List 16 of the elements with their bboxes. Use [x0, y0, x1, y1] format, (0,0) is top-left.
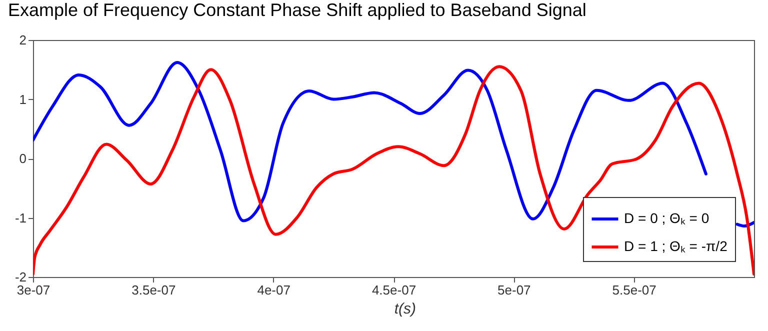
- x-axis-title: t(s): [394, 300, 416, 318]
- x-tick-label: 4e-07: [257, 282, 290, 298]
- legend-label: D = 1 ; Θₖ = -π/2: [624, 238, 728, 254]
- x-tick-label: 5e-07: [498, 282, 531, 298]
- x-tick-label: 4.5e-07: [372, 282, 416, 298]
- y-tick-label: -2: [14, 270, 26, 284]
- y-tick-label: -1: [14, 210, 26, 226]
- y-tick-label: 1: [19, 92, 26, 107]
- y-tick-label: 0: [19, 151, 26, 166]
- chart-title: Example of Frequency Constant Phase Shift applied to Baseband Signal: [8, 0, 586, 20]
- y-tick-label: 2: [19, 32, 26, 48]
- legend-label: D = 0 ; Θₖ = 0: [624, 210, 710, 226]
- line-series: [33, 65, 754, 276]
- x-tick-label: 3e-07: [16, 282, 50, 298]
- x-tick-label: 3.5e-07: [132, 282, 176, 298]
- x-tick-label: 5.5e-07: [612, 282, 656, 298]
